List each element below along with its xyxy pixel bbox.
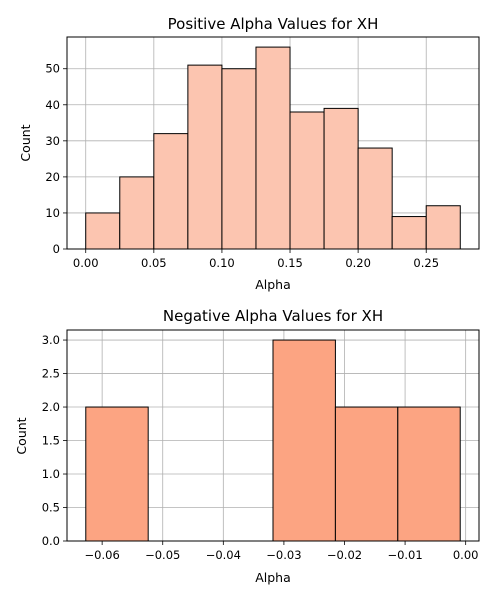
axis-ticks: 0.00 0.05 0.10 0.15 0.20 0.25 0 10 20 30 40 50 xyxy=(45,62,439,270)
y-tick-label: 2.5 xyxy=(42,367,60,381)
histogram-bar xyxy=(85,212,121,250)
positive-alpha-histogram: 0.00 0.05 0.10 0.15 0.20 0.25 0 10 20 30 40 50 Posi… xyxy=(18,15,480,292)
y-tick-label: 40 xyxy=(45,98,60,112)
histogram-bar xyxy=(391,216,427,250)
negative-alpha-histogram: −0.06 −0.05 −0.04 −0.03 −0.02 −0.01 0.00 0.0 0.5… xyxy=(14,307,480,585)
y-tick-label: 1.0 xyxy=(42,467,60,481)
x-tick-label: −0.01 xyxy=(387,548,422,562)
y-tick-label: 1.5 xyxy=(42,434,60,448)
x-tick-label: 0.25 xyxy=(413,256,439,270)
histogram-bar xyxy=(425,205,461,250)
y-tick-label: 0.0 xyxy=(42,534,60,548)
histogram-bars xyxy=(85,339,461,542)
x-tick-label: 0.20 xyxy=(345,256,371,270)
histogram-bar xyxy=(119,176,155,250)
x-tick-label: 0.15 xyxy=(277,256,303,270)
y-tick-label: 0 xyxy=(53,242,60,256)
histogram-bar xyxy=(85,406,149,542)
axis-ticks: −0.06 −0.05 −0.04 −0.03 −0.02 −0.01 0.00 0.0 0.5… xyxy=(42,333,479,562)
histogram-bar xyxy=(153,133,189,250)
histogram-bar xyxy=(397,406,461,542)
histogram-bar xyxy=(357,147,393,250)
histogram-bar xyxy=(255,46,291,250)
y-tick-label: 3.0 xyxy=(42,333,60,347)
x-tick-label: −0.05 xyxy=(145,548,180,562)
plot-frame xyxy=(66,36,480,250)
y-tick-label: 50 xyxy=(45,62,60,76)
y-tick-label: 20 xyxy=(45,170,60,184)
chart-title: Positive Alpha Values for XH xyxy=(168,15,379,33)
x-tick-label: 0.00 xyxy=(453,548,479,562)
x-axis-label: Alpha xyxy=(255,277,291,292)
histogram-bar xyxy=(272,339,336,542)
histogram-bar xyxy=(323,107,359,250)
histogram-bar xyxy=(334,406,399,542)
chart-title: Negative Alpha Values for XH xyxy=(163,307,383,325)
y-axis-label: Count xyxy=(14,417,29,454)
x-tick-label: 0.05 xyxy=(141,256,167,270)
y-tick-label: 0.5 xyxy=(42,501,60,515)
x-tick-label: 0.10 xyxy=(209,256,235,270)
y-axis-label: Count xyxy=(18,124,33,161)
x-tick-label: −0.06 xyxy=(85,548,120,562)
histogram-bar xyxy=(221,68,257,250)
x-tick-label: 0.00 xyxy=(73,256,99,270)
x-tick-label: −0.03 xyxy=(266,548,301,562)
histogram-bar xyxy=(289,111,325,250)
y-tick-label: 30 xyxy=(45,134,60,148)
x-tick-label: −0.04 xyxy=(206,548,241,562)
y-tick-label: 2.0 xyxy=(42,400,60,414)
x-axis-label: Alpha xyxy=(255,570,291,585)
histogram-bar xyxy=(187,64,223,250)
x-tick-label: −0.02 xyxy=(327,548,362,562)
y-tick-label: 10 xyxy=(45,206,60,220)
plot-frame xyxy=(66,329,480,542)
histogram-bars xyxy=(85,46,461,250)
